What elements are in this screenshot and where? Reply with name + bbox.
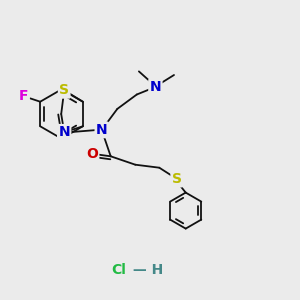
Text: S: S	[59, 83, 69, 97]
Text: N: N	[58, 125, 70, 139]
Text: N: N	[150, 80, 161, 94]
Text: F: F	[19, 89, 28, 103]
Text: N: N	[96, 123, 107, 137]
Text: O: O	[86, 147, 98, 161]
Text: — H: — H	[128, 263, 163, 277]
Text: Cl: Cl	[111, 263, 126, 277]
Text: S: S	[172, 172, 182, 186]
